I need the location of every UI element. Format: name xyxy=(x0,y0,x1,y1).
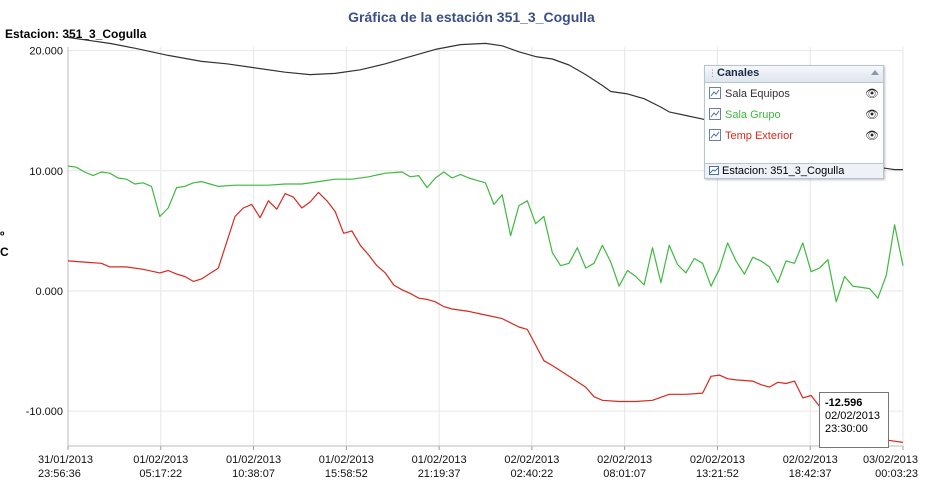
data-tooltip: -12.596 02/02/2013 23:30:00 xyxy=(819,392,889,448)
tooltip-date: 02/02/2013 xyxy=(825,410,881,422)
x-tick-label-time: 00:03:23 xyxy=(875,468,918,480)
x-tick-label-date: 01/02/2013 xyxy=(319,454,374,466)
legend-item[interactable]: Sala Equipos 👁 xyxy=(705,83,883,104)
legend-item[interactable]: Sala Grupo 👁 xyxy=(705,104,883,125)
tooltip-value: -12.596 xyxy=(825,397,863,409)
legend-item-label: Temp Exterior xyxy=(725,130,793,142)
x-tick-label-time: 13:21:52 xyxy=(696,468,739,480)
y-tick-label: 10.000 xyxy=(29,166,63,178)
x-tick-label-date: 02/02/2013 xyxy=(504,454,559,466)
legend-header[interactable]: ⋮ Canales xyxy=(705,66,883,83)
visibility-eye-icon[interactable]: 👁 xyxy=(865,88,879,100)
x-tick-label-date: 02/02/2013 xyxy=(783,454,838,466)
x-tick-label-date: 01/02/2013 xyxy=(133,454,188,466)
station-label: Estacion: 351_3_Cogulla xyxy=(5,27,147,41)
legend-item[interactable]: Temp Exterior 👁 xyxy=(705,125,883,146)
visibility-eye-icon[interactable]: 👁 xyxy=(865,130,879,142)
series-icon xyxy=(709,87,721,99)
y-tick-label: 20.000 xyxy=(29,46,63,58)
collapse-icon[interactable] xyxy=(871,70,879,75)
x-tick-label-time: 10:38:07 xyxy=(232,468,275,480)
series-line xyxy=(67,165,904,303)
x-tick-label-time: 18:42:37 xyxy=(789,468,832,480)
legend-title: Canales xyxy=(717,67,760,79)
y-tick-label: 0.000 xyxy=(35,286,63,298)
series-icon xyxy=(709,129,721,141)
x-tick-label-date: 02/02/2013 xyxy=(690,454,745,466)
tooltip-time: 23:30:00 xyxy=(825,423,868,435)
x-tick-label-time: 23:56:36 xyxy=(38,468,81,480)
legend-panel[interactable]: ⋮ Canales Sala Equipos 👁 Sala Grupo 👁 Temp E… xyxy=(704,65,884,179)
x-tick-label-time: 05:17:22 xyxy=(139,468,182,480)
drag-handle-icon[interactable]: ⋮ xyxy=(708,68,717,78)
visibility-eye-icon[interactable]: 👁 xyxy=(865,109,879,121)
x-tick-label-date: 02/02/2013 xyxy=(597,454,652,466)
y-unit-degree: º xyxy=(0,229,5,243)
y-axis-unit: º C xyxy=(0,228,9,260)
series-line xyxy=(67,191,904,443)
y-tick-label: -10.000 xyxy=(26,406,63,418)
chart-title: Gráfica de la estación 351_3_Cogulla xyxy=(348,9,595,25)
legend-footer[interactable]: Estacion: 351_3_Cogulla xyxy=(705,163,883,178)
x-tick-label-time: 21:19:37 xyxy=(418,468,461,480)
x-tick-label-time: 08:01:07 xyxy=(603,468,646,480)
legend-item-label: Sala Grupo xyxy=(725,109,781,121)
x-tick-label-time: 02:40:22 xyxy=(510,468,553,480)
x-tick-label-date: 31/01/2013 xyxy=(38,454,93,466)
x-tick-label-time: 15:58:52 xyxy=(325,468,368,480)
y-unit-c: C xyxy=(0,245,9,259)
legend-footer-label: Estacion: 351_3_Cogulla xyxy=(722,165,845,177)
x-tick-label-date: 03/02/2013 xyxy=(863,454,918,466)
chart-icon xyxy=(709,166,719,175)
x-tick-label-date: 01/02/2013 xyxy=(226,454,281,466)
series-icon xyxy=(709,108,721,120)
legend-item-label: Sala Equipos xyxy=(725,88,790,100)
x-tick-label-date: 01/02/2013 xyxy=(412,454,467,466)
